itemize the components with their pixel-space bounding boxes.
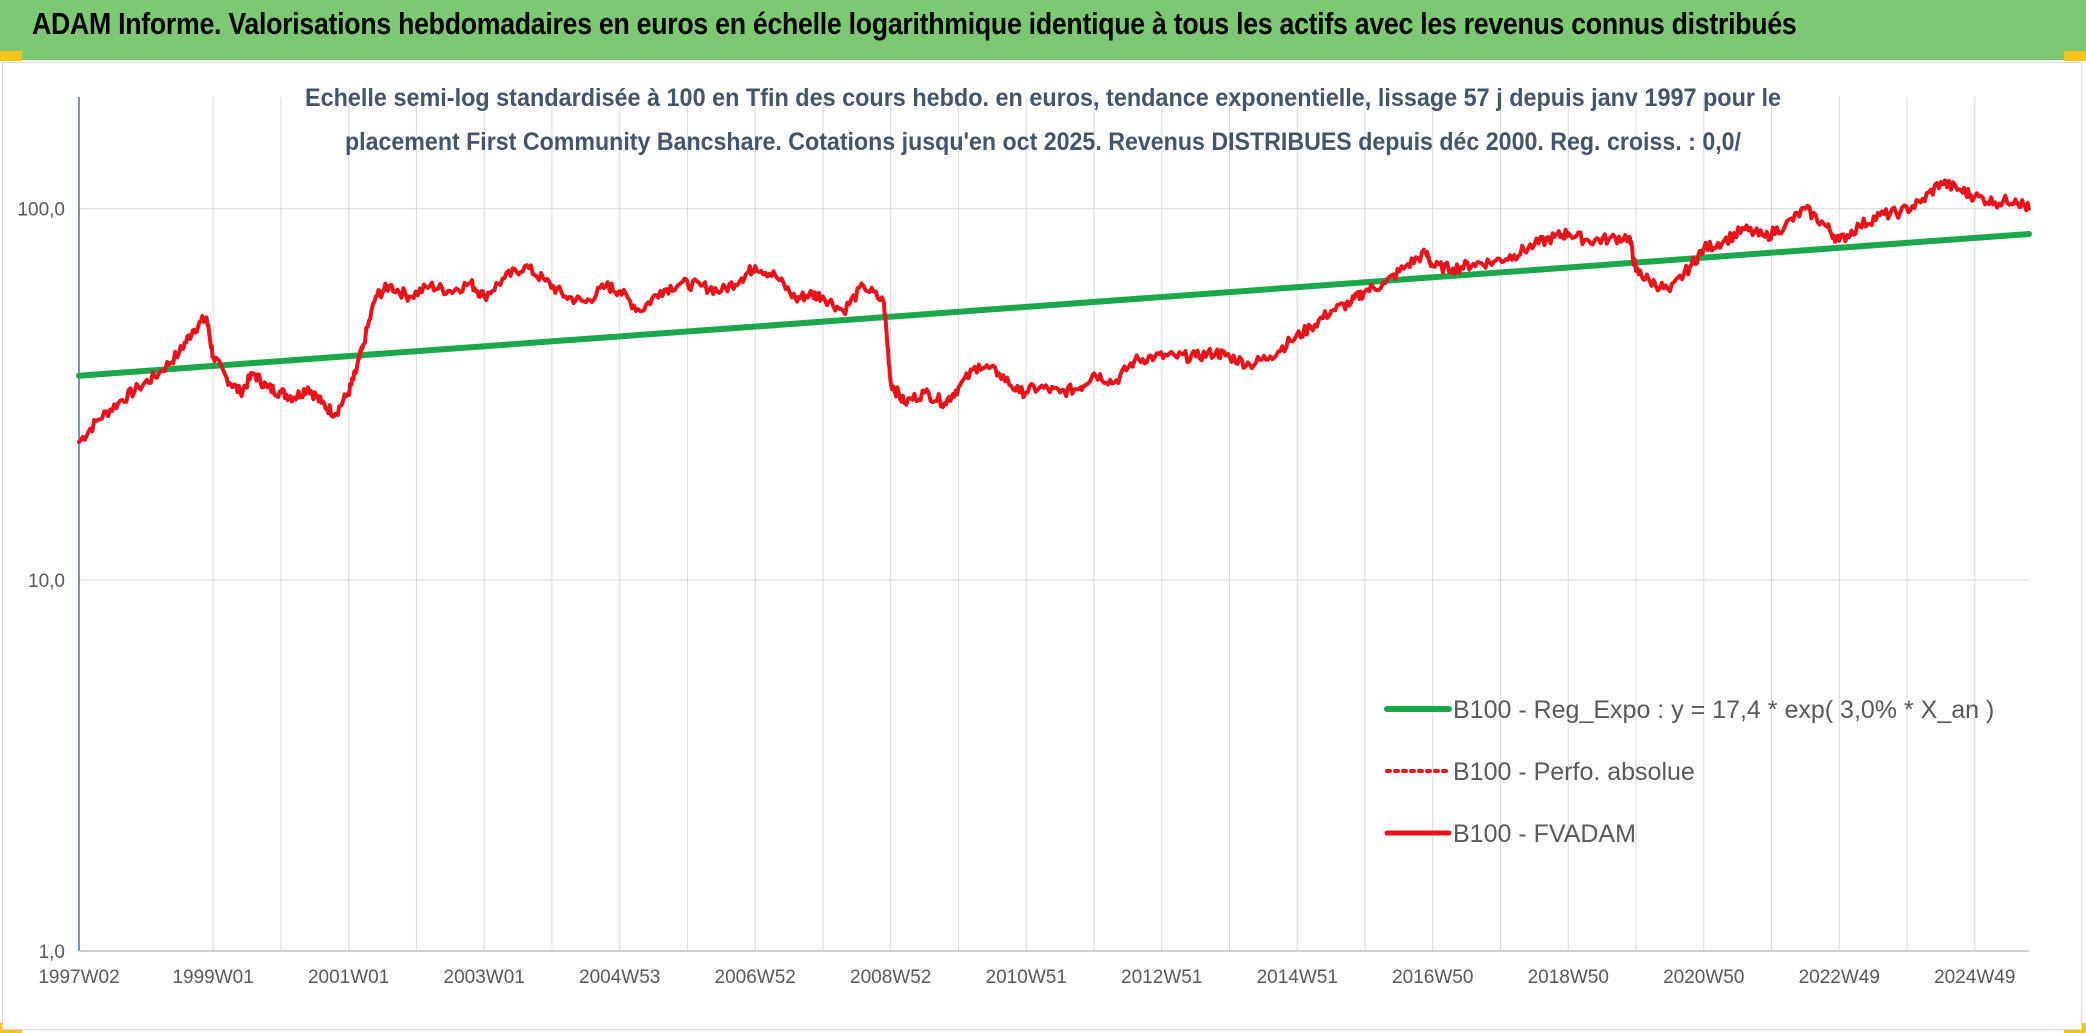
x-tick-label: 1999W01 — [172, 967, 253, 988]
series-line-3 — [77, 178, 2031, 445]
grid-layer — [79, 97, 2029, 951]
axis-layer — [78, 97, 2029, 952]
tick-labels: 100,0 10,0 1,0 1997W02 1999W01 2001W01 2003W01… — [17, 200, 2015, 988]
x-tick-label: 2001W01 — [308, 967, 389, 988]
x-tick-label: 2010W51 — [986, 967, 1067, 988]
chart-subtitle-line-2: placement First Community Bancshare. Cot… — [345, 128, 1741, 156]
x-tick-label: 2003W01 — [444, 967, 525, 988]
y-tick-label: 1,0 — [39, 942, 65, 963]
x-tick-label: 2020W50 — [1663, 967, 1744, 988]
header-band: ADAM Informe. Valorisations hebdomadaire… — [0, 0, 2086, 60]
corner-marker-top-right — [2064, 51, 2086, 61]
x-tick-label: 2014W51 — [1257, 967, 1338, 988]
legend: B100 - Reg_Expo : y = 17,4 * exp( 3,0% *… — [1384, 696, 1994, 848]
legend-label-1: B100 - Reg_Expo : y = 17,4 * exp( 3,0% *… — [1453, 696, 1994, 724]
series-layer — [76, 178, 2032, 445]
y-tick-label: 100,0 — [17, 200, 65, 221]
x-tick-label: 2022W49 — [1799, 967, 1880, 988]
series-line-1 — [76, 231, 2032, 379]
x-tick-label: 2016W50 — [1392, 967, 1473, 988]
x-tick-label: 1997W02 — [38, 967, 119, 988]
x-tick-label: 2018W50 — [1528, 967, 1609, 988]
x-tick-label: 2006W52 — [715, 967, 796, 988]
legend-label-2: B100 - Perfo. absolue — [1453, 758, 1695, 786]
chart-svg: 100,0 10,0 1,0 1997W02 1999W01 2001W01 2003W01… — [17, 84, 2032, 988]
y-tick-label: 10,0 — [28, 571, 65, 592]
page-title: ADAM Informe. Valorisations hebdomadaire… — [32, 6, 1797, 41]
x-tick-label: 2012W51 — [1121, 967, 1202, 988]
legend-label-3: B100 - FVADAM — [1453, 820, 1636, 848]
corner-marker-top-left — [0, 51, 22, 61]
x-tick-label: 2024W49 — [1934, 967, 2015, 988]
chart-area: 100,0 10,0 1,0 1997W02 1999W01 2001W01 2003W01… — [2, 62, 2082, 1030]
chart-subtitle-line-1: Echelle semi-log standardisée à 100 en T… — [305, 84, 1781, 112]
x-tick-label: 2004W53 — [579, 967, 660, 988]
x-tick-label: 2008W52 — [850, 967, 931, 988]
